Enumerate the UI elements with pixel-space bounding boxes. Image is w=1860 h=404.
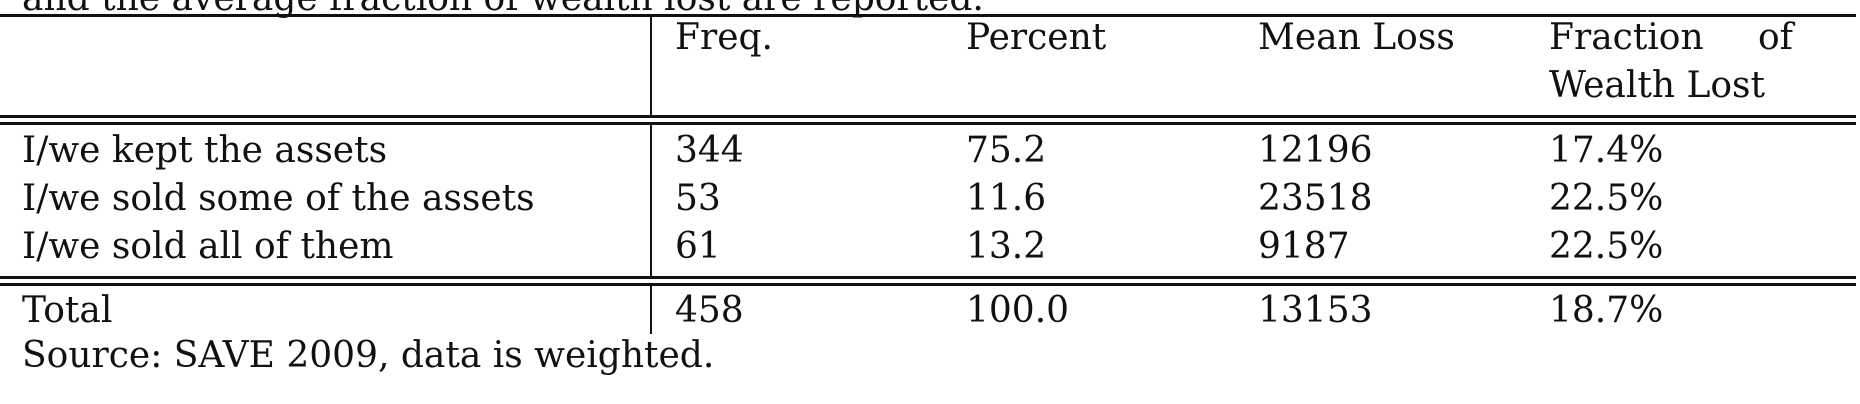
column-divider-body [650, 125, 652, 279]
source-note: Source: SAVE 2009, data is weighted. [22, 335, 715, 376]
row-mean-loss: 9187 [1258, 226, 1350, 267]
total-percent: 100.0 [966, 290, 1070, 331]
row-percent: 11.6 [966, 178, 1047, 219]
row-freq: 53 [675, 178, 721, 219]
total-mean-loss: 13153 [1258, 290, 1373, 331]
header-wealth-lost: Wealth Lost [1549, 65, 1765, 106]
row-mean-loss: 23518 [1258, 178, 1373, 219]
row-percent: 75.2 [966, 130, 1047, 171]
row-label: I/we sold some of the assets [22, 178, 535, 219]
row-fraction: 17.4% [1549, 130, 1664, 171]
row-fraction: 22.5% [1549, 226, 1664, 267]
header-fraction-word: Fraction [1549, 17, 1704, 58]
total-rule-2 [0, 283, 1856, 286]
header-rule-1 [0, 115, 1856, 118]
total-rule-1 [0, 276, 1856, 279]
total-label: Total [22, 290, 113, 331]
row-freq: 61 [675, 226, 721, 267]
total-fraction: 18.7% [1549, 290, 1664, 331]
column-divider-header [650, 14, 652, 118]
row-label: I/we sold all of them [22, 226, 394, 267]
header-mean-loss: Mean Loss [1258, 17, 1455, 58]
row-mean-loss: 12196 [1258, 130, 1373, 171]
total-freq: 458 [675, 290, 744, 331]
top-rule [0, 14, 1856, 17]
row-freq: 344 [675, 130, 744, 171]
table-caption-fragment: and the average fraction of wealth lost … [22, 0, 984, 17]
row-fraction: 22.5% [1549, 178, 1664, 219]
header-percent: Percent [966, 17, 1107, 58]
row-label: I/we kept the assets [22, 130, 388, 171]
header-freq: Freq. [675, 17, 773, 58]
header-rule-2 [0, 122, 1856, 125]
header-fraction-of: of [1758, 17, 1793, 58]
row-percent: 13.2 [966, 226, 1047, 267]
column-divider-total [650, 286, 652, 334]
